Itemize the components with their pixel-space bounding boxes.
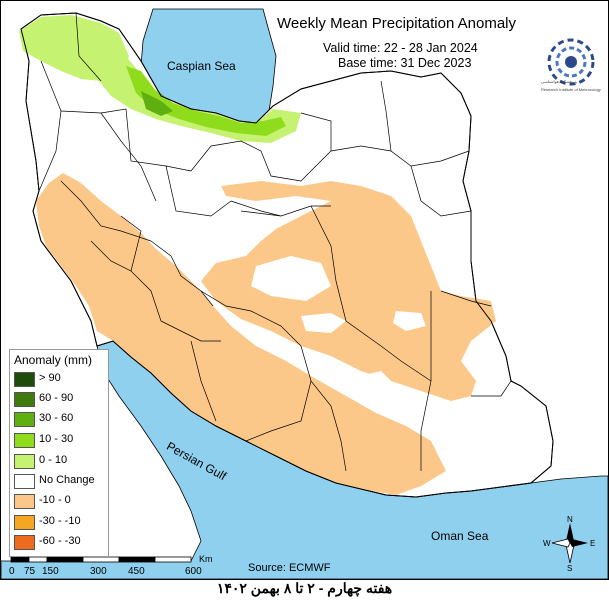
legend-label: > 90 xyxy=(39,372,61,384)
legend-label: -10 - 0 xyxy=(39,494,71,506)
base-time: Base time: 31 Dec 2023 xyxy=(338,56,472,70)
legend-swatch xyxy=(14,392,35,407)
legend-title: Anomaly (mm) xyxy=(14,353,93,367)
scale-unit: Km xyxy=(199,554,213,564)
week-caption: هفته چهارم - ۲ تا ۸ بهمن ۱۴۰۲ xyxy=(216,580,393,596)
map-frame: Weekly Mean Precipitation Anomaly Valid … xyxy=(0,0,609,580)
compass-s: S xyxy=(567,564,572,571)
no-change-patch-4 xyxy=(301,313,346,333)
legend-label: 30 - 60 xyxy=(39,412,74,424)
legend-item: -10 - 0 xyxy=(14,494,109,509)
legend-label: 0 - 10 xyxy=(39,454,68,466)
legend-swatch xyxy=(14,535,35,550)
compass-w: W xyxy=(543,539,551,548)
scale-labels: 0 75 150 300 450 600 Km xyxy=(9,554,213,578)
oman-sea-label: Oman Sea xyxy=(431,529,489,543)
scale-tick: 300 xyxy=(90,566,107,577)
legend-label: No Change xyxy=(39,474,95,486)
dry-zone-central xyxy=(201,181,496,401)
no-change-patch-1 xyxy=(251,256,331,301)
scale-tick: 450 xyxy=(128,566,145,577)
legend-swatch xyxy=(14,433,35,448)
scale-tick: 75 xyxy=(24,566,36,577)
legend-item: 60 - 90 xyxy=(14,392,109,407)
legend-label: 10 - 30 xyxy=(39,433,74,445)
legend-label: 60 - 90 xyxy=(39,392,74,404)
wet-zone-caspian-strong xyxy=(141,91,173,116)
source-credit: Source: ECMWF xyxy=(248,562,331,574)
legend-item: > 90 xyxy=(14,372,109,387)
logo-text-en: Research Institute of Meteorology xyxy=(541,87,601,92)
legend-item: 0 - 10 xyxy=(14,454,109,469)
legend-swatch xyxy=(14,454,35,469)
compass-n: N xyxy=(567,515,573,524)
valid-time: Valid time: 22 - 28 Jan 2024 xyxy=(323,41,478,55)
legend-label: -30 - -10 xyxy=(39,515,81,527)
legend-swatch xyxy=(14,515,35,530)
logo-text-fa: پژوهشکده هواشناسی xyxy=(541,79,578,84)
institute-logo xyxy=(547,38,595,86)
legend-item: -30 - -10 xyxy=(14,515,109,530)
legend-label: -60 - -30 xyxy=(39,535,81,547)
legend-item: 30 - 60 xyxy=(14,412,109,427)
north-arrow-icon: N S E W xyxy=(543,515,595,571)
dry-zone-west xyxy=(36,173,446,495)
legend-item: -60 - -30 xyxy=(14,535,109,550)
scale-tick: 0 xyxy=(9,566,15,577)
legend-swatch xyxy=(14,412,35,427)
scale-tick: 150 xyxy=(42,566,59,577)
no-change-patch-3 xyxy=(361,371,396,403)
legend-item: No Change xyxy=(14,474,109,489)
scale-tick: 600 xyxy=(185,566,202,577)
no-change-patch-2 xyxy=(393,311,426,331)
legend-swatch xyxy=(14,474,35,489)
wet-zone-caspian-light xyxy=(99,56,301,143)
legend: Anomaly (mm) > 90 60 - 90 30 - 60 10 - 3… xyxy=(9,349,109,557)
legend-swatch xyxy=(14,372,35,387)
map-title: Weekly Mean Precipitation Anomaly xyxy=(277,15,517,32)
scale-bar xyxy=(10,556,192,563)
precipitation-map xyxy=(1,8,608,579)
province-boundaries xyxy=(38,12,512,472)
legend-item: 10 - 30 xyxy=(14,433,109,448)
compass-e: E xyxy=(590,539,595,548)
caspian-sea-label: Caspian Sea xyxy=(167,59,236,73)
legend-swatch xyxy=(14,494,35,509)
